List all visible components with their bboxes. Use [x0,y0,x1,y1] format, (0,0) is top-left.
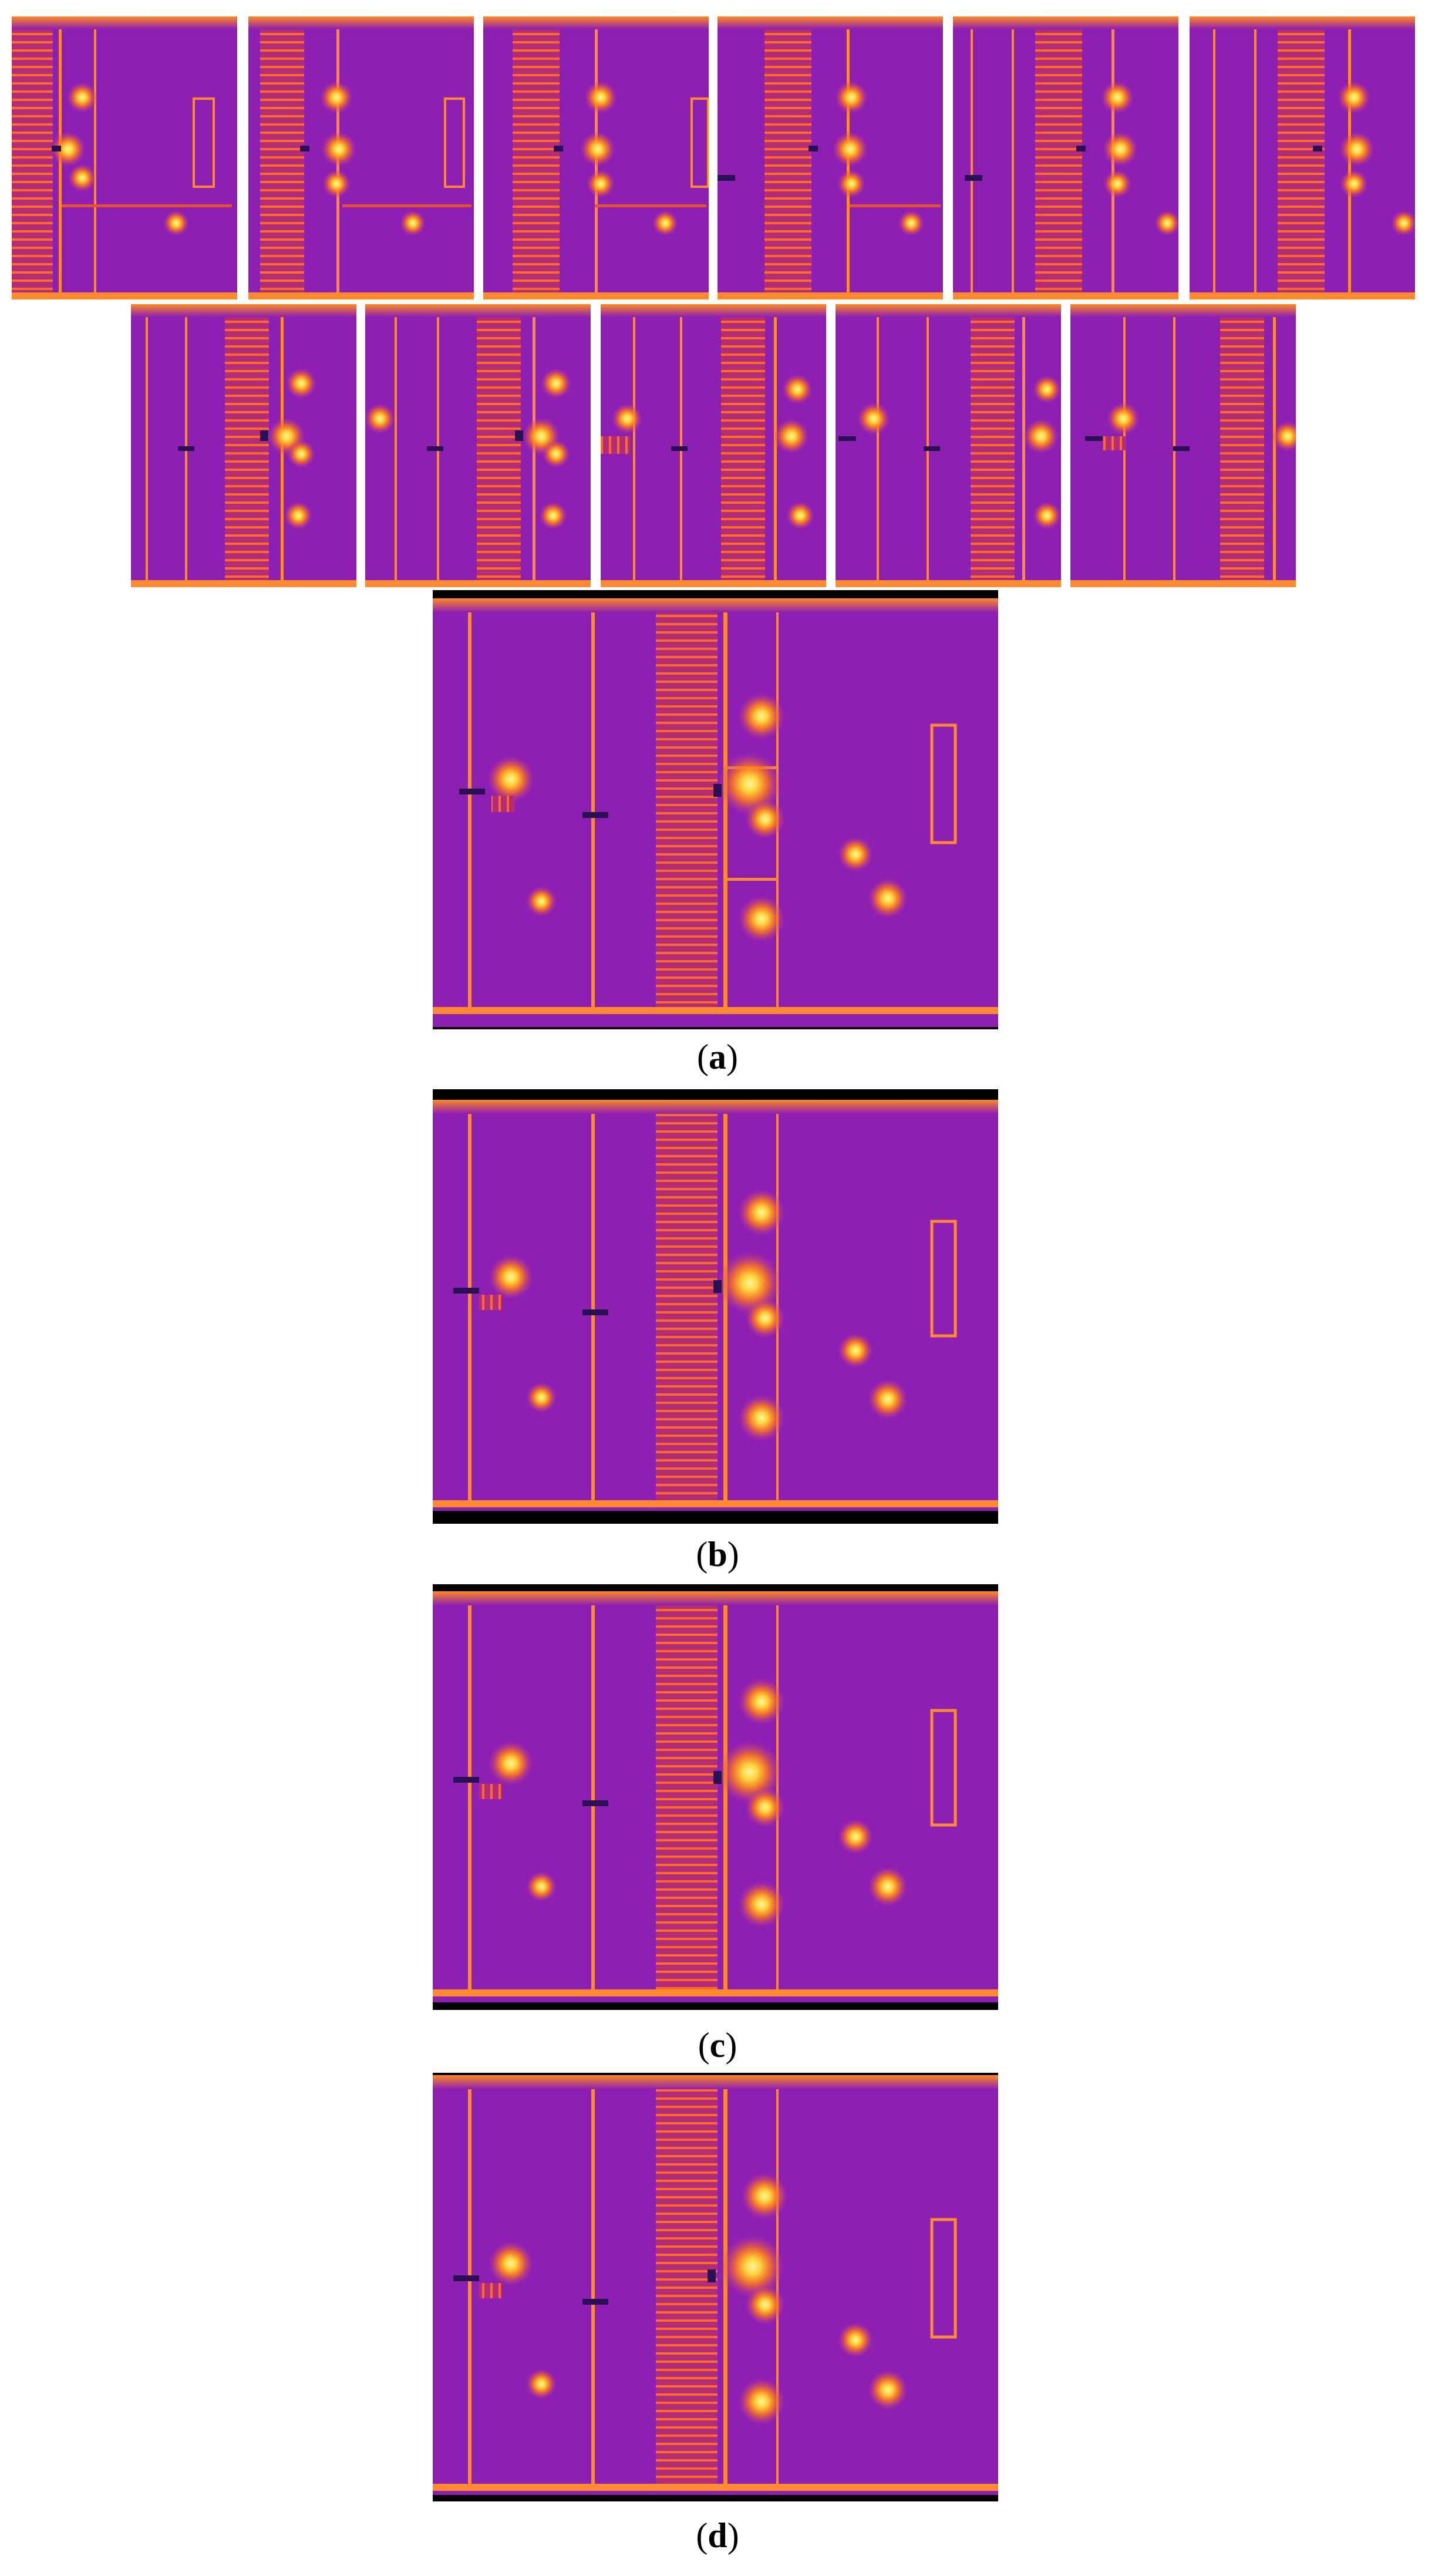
caption-a: (a) [0,1036,1435,1077]
caption-open: ( [696,2516,708,2555]
caption-letter: c [709,2026,726,2065]
caption-open: ( [698,2026,710,2065]
caption-close: ) [726,1038,738,1076]
input-frame-3 [483,16,709,299]
input-frame-4 [718,16,943,299]
input-frame-1 [12,16,237,299]
input-frame-9 [601,304,826,587]
input-frame-6 [1190,16,1415,299]
caption-b: (b) [0,1534,1435,1575]
input-frame-7 [131,304,356,587]
input-frame-5 [953,16,1178,299]
caption-close: ) [725,2026,737,2065]
caption-letter: d [708,2516,727,2555]
caption-d: (d) [0,2515,1435,2556]
caption-open: ( [696,1535,708,1574]
caption-letter: b [708,1535,727,1574]
caption-c: (c) [0,2025,1435,2066]
caption-open: ( [697,1038,709,1076]
mosaic-a [433,590,998,1029]
mosaic-c [433,1584,998,2010]
caption-close: ) [727,1535,739,1574]
mosaic-d [433,2073,998,2501]
input-frame-11 [1070,304,1296,587]
caption-close: ) [727,2516,739,2555]
mosaic-b [433,1089,998,1524]
input-frame-2 [248,16,474,299]
input-frame-10 [836,304,1061,587]
input-frame-8 [365,304,591,587]
caption-letter: a [709,1038,726,1076]
